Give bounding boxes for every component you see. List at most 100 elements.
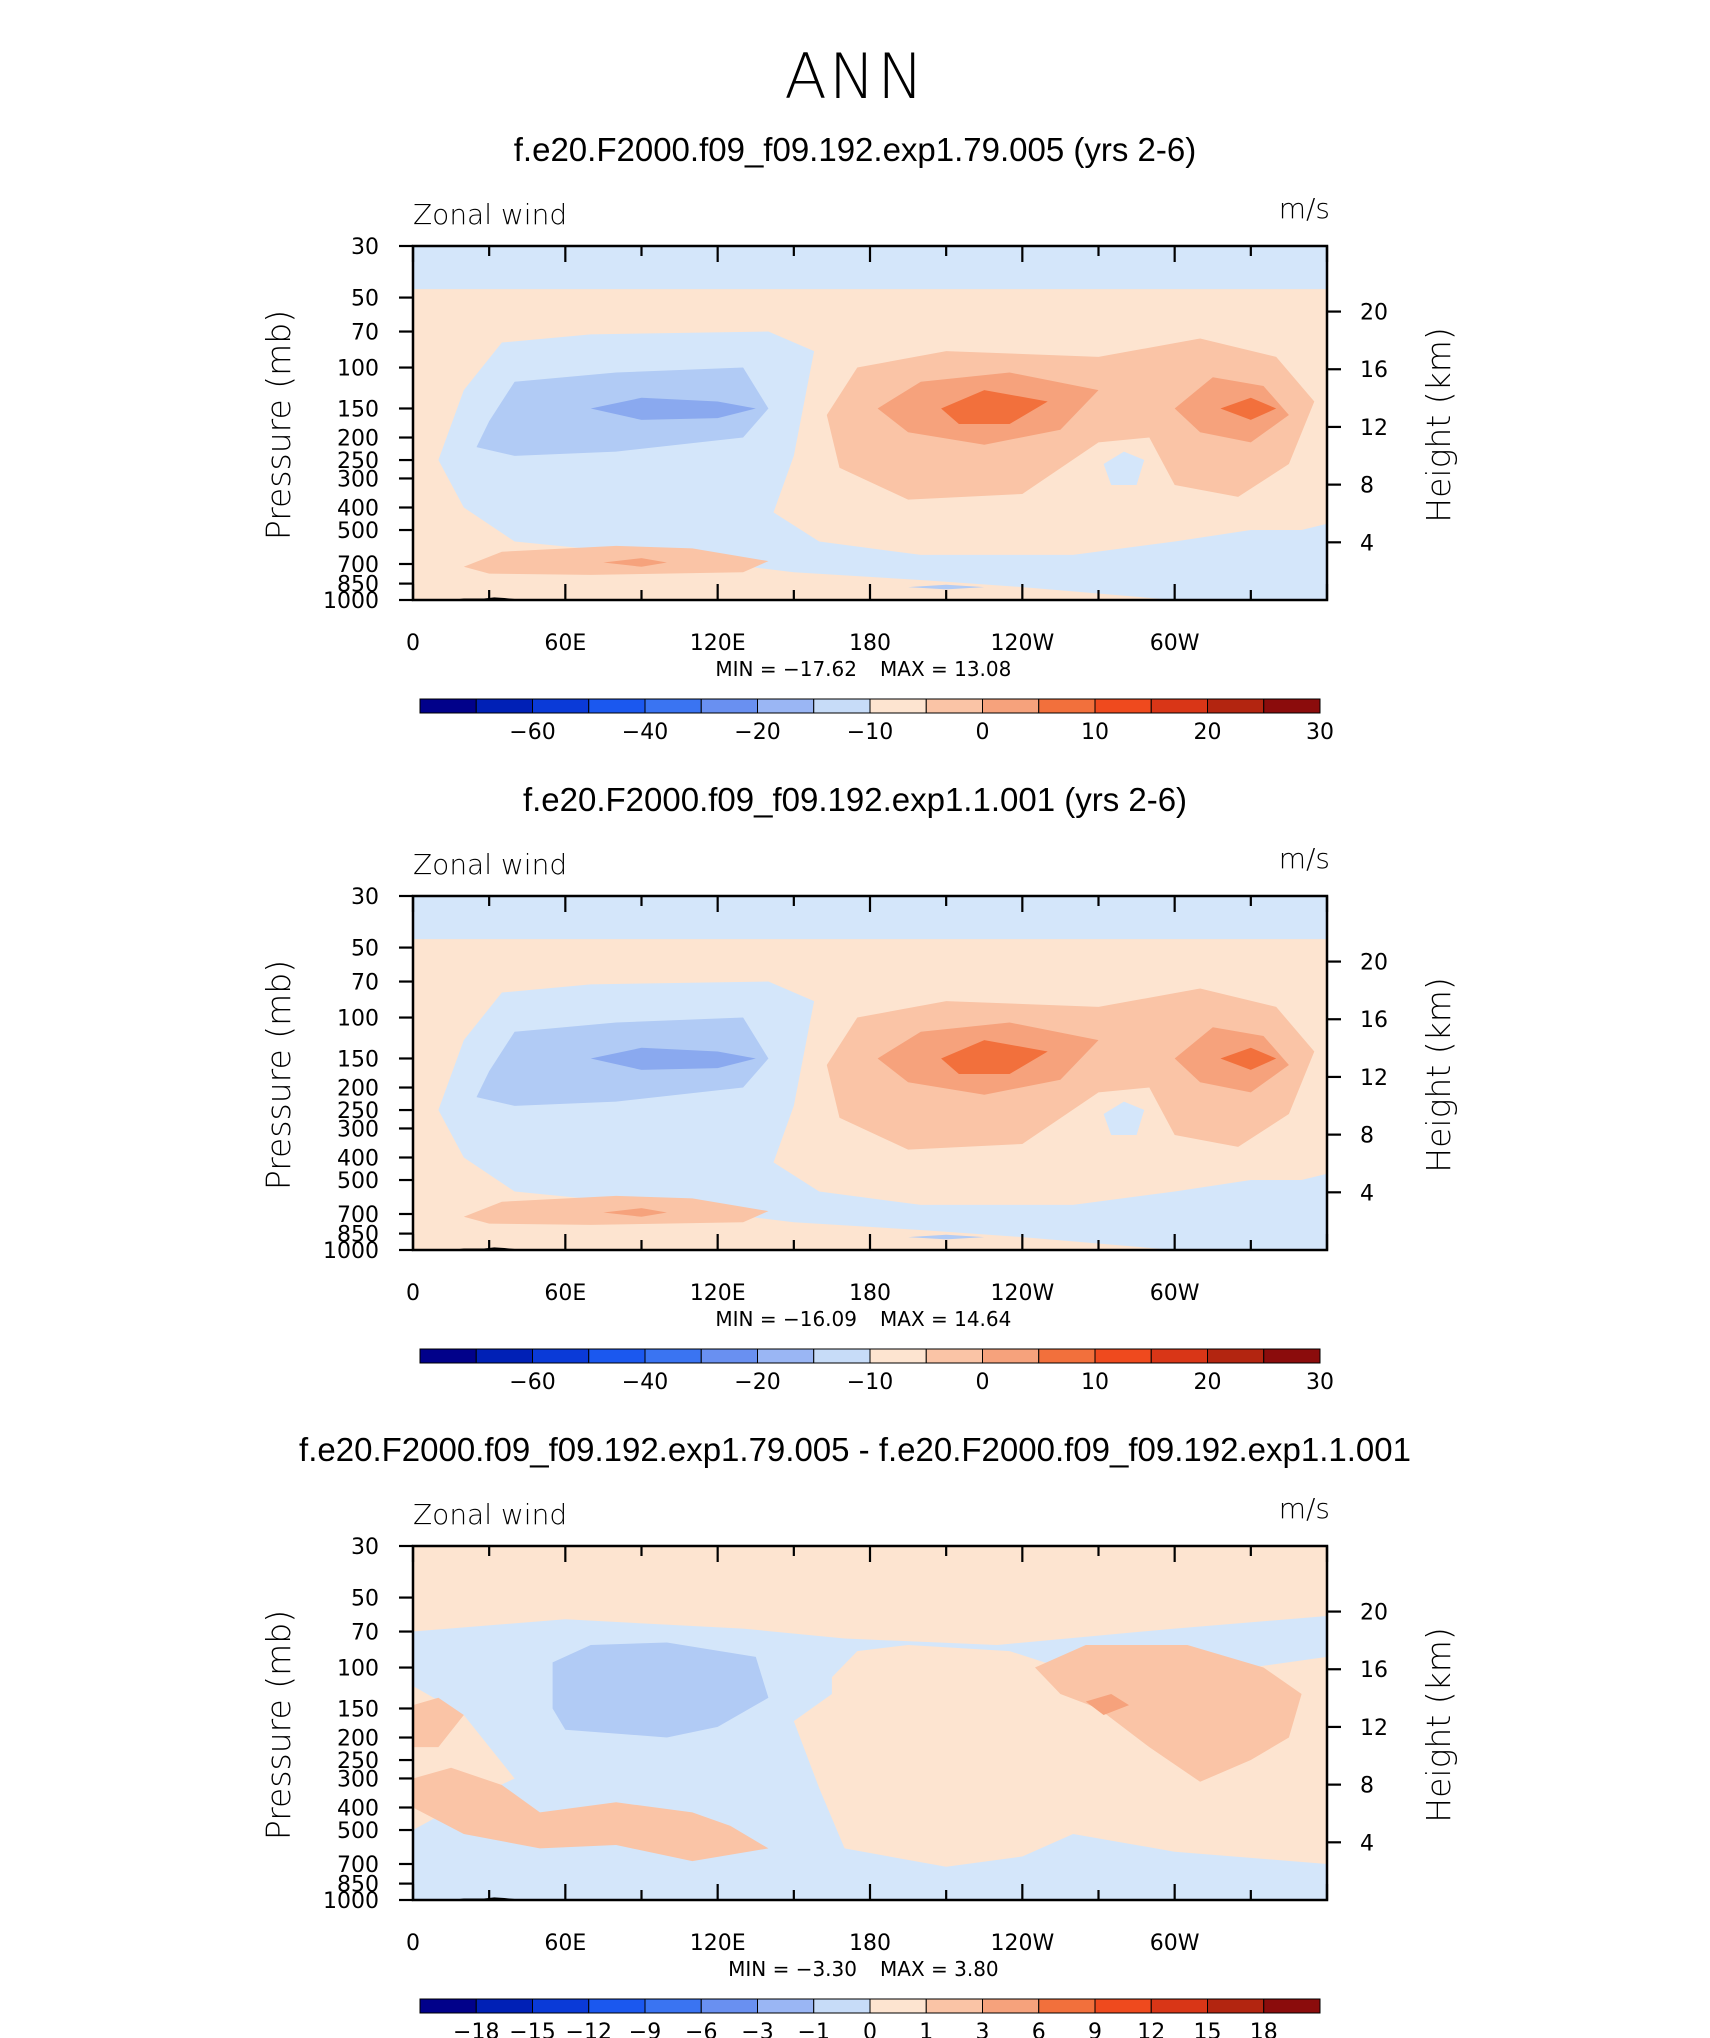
y-tick-label: 50 xyxy=(351,287,379,312)
y-tick-label: 400 xyxy=(337,496,379,521)
colorbar-label: −6 xyxy=(685,2020,717,2038)
x-tick-label: 120E xyxy=(690,1931,746,1956)
colorbar-box xyxy=(644,1348,702,1364)
colorbar-box xyxy=(1094,698,1152,714)
y-right-tick-label: 4 xyxy=(1360,1831,1374,1856)
y-right-tick-label: 20 xyxy=(1360,301,1388,326)
x-tick-label: 120E xyxy=(690,631,746,656)
y-axis-title-right: Height (km) xyxy=(1419,977,1458,1172)
y-axis-title: Pressure (mb) xyxy=(259,960,298,1190)
y-tick-label: 150 xyxy=(337,1697,379,1722)
units-label: m/s xyxy=(1279,192,1330,225)
x-tick-label: 60W xyxy=(1150,631,1200,656)
contour-fill-negative-core xyxy=(552,1642,769,1738)
colorbar-label: −20 xyxy=(734,720,780,745)
field-label: Zonal wind xyxy=(413,198,567,231)
colorbar-box xyxy=(1038,1998,1096,2014)
contour-fill-westerly-max xyxy=(941,1040,1048,1074)
colorbar-box xyxy=(700,1348,758,1364)
colorbar-box xyxy=(1263,1348,1321,1364)
contour-fill-lowlevel-core xyxy=(603,1208,667,1217)
y-tick-label: 700 xyxy=(337,1203,379,1228)
x-tick-label: 120W xyxy=(990,1281,1054,1306)
min-value-label: MIN = −16.09 xyxy=(715,1307,857,1331)
contour-fill-easterly-max xyxy=(590,397,756,420)
y-axis-title-right: Height (km) xyxy=(1419,327,1458,522)
colorbar-label: −40 xyxy=(622,1370,668,1395)
colorbar-box xyxy=(588,698,646,714)
colorbar-box xyxy=(532,1998,590,2014)
colorbar-box xyxy=(1150,1998,1208,2014)
y-tick-label: 70 xyxy=(351,971,379,996)
colorbar-box xyxy=(419,1348,477,1364)
colorbar-box xyxy=(925,1998,983,2014)
colorbar-box xyxy=(1207,698,1265,714)
colorbar-label: 1 xyxy=(919,2020,933,2038)
y-right-tick-label: 4 xyxy=(1360,531,1374,556)
x-tick-label: 120W xyxy=(990,631,1054,656)
y-tick-label: 1000 xyxy=(323,1239,379,1264)
y-axis-title: Pressure (mb) xyxy=(259,1610,298,1840)
colorbar-box xyxy=(475,1348,533,1364)
colorbar-label: −60 xyxy=(509,720,555,745)
colorbar-box xyxy=(757,1998,815,2014)
y-right-tick-label: 20 xyxy=(1360,1601,1388,1626)
min-value-label: MIN = −17.62 xyxy=(715,657,857,681)
y-tick-label: 250 xyxy=(337,449,379,474)
y-tick-label: 400 xyxy=(337,1146,379,1171)
contour-fill-surface-easterly xyxy=(908,1234,985,1240)
y-right-tick-label: 12 xyxy=(1360,416,1388,441)
y-tick-label: 300 xyxy=(337,1117,379,1142)
y-tick-label: 500 xyxy=(337,1819,379,1844)
y-right-tick-label: 12 xyxy=(1360,1716,1388,1741)
colorbar-box xyxy=(1094,1348,1152,1364)
contour-fill-westerly-max xyxy=(941,390,1048,424)
x-tick-label: 0 xyxy=(406,1931,420,1956)
y-tick-label: 250 xyxy=(337,1099,379,1124)
x-tick-label: 0 xyxy=(406,631,420,656)
colorbar-box xyxy=(419,1998,477,2014)
colorbar: −18 −15 −12 −9 −6 −3 −1 0 1 3 6 9 12 15 18 xyxy=(419,1998,1321,2038)
colorbar-box xyxy=(475,698,533,714)
y-tick-label: 700 xyxy=(337,553,379,578)
contour-fill-lowlevel-core xyxy=(603,558,667,567)
y-tick-label: 150 xyxy=(337,1047,379,1072)
contour-fill-positive-west xyxy=(413,1697,464,1748)
colorbar-label: −3 xyxy=(741,2020,773,2038)
contour-fill-lowlevel-westerly xyxy=(463,545,769,575)
x-tick-label: 0 xyxy=(406,1281,420,1306)
panel-3-plot: 0 60E 120E 180 120W 60W3050701001502002503004… xyxy=(259,1492,1458,2038)
contour-field xyxy=(413,246,1327,600)
colorbar-label: −15 xyxy=(509,2020,555,2038)
colorbar-label: 3 xyxy=(976,2020,990,2038)
colorbar-box xyxy=(644,698,702,714)
colorbar-box xyxy=(925,698,983,714)
colorbar-box xyxy=(1150,698,1208,714)
panel-3-title: f.e20.F2000.f09_f09.192.exp1.79.005 - f.… xyxy=(299,1431,1411,1468)
colorbar-label: 10 xyxy=(1081,720,1109,745)
units-label: m/s xyxy=(1279,842,1330,875)
y-right-tick-label: 16 xyxy=(1360,1008,1388,1033)
y-tick-label: 1000 xyxy=(323,589,379,614)
contour-fill-positive-core xyxy=(1085,1694,1129,1715)
panel-2-title: f.e20.F2000.f09_f09.192.exp1.1.001 (yrs … xyxy=(522,781,1188,818)
contour-fill-surface-easterly xyxy=(908,584,985,590)
contour-fill-positive-anomaly xyxy=(1035,1645,1302,1782)
contour-field xyxy=(413,896,1327,1250)
colorbar-box xyxy=(757,1348,815,1364)
x-tick-label: 180 xyxy=(849,631,891,656)
x-tick-label: 60W xyxy=(1150,1281,1200,1306)
colorbar-label: −12 xyxy=(566,2020,612,2038)
max-value-label: MAX = 14.64 xyxy=(880,1307,1011,1331)
colorbar-box xyxy=(700,1998,758,2014)
y-tick-label: 500 xyxy=(337,1169,379,1194)
y-right-tick-label: 8 xyxy=(1360,474,1374,499)
contour-field xyxy=(413,1546,1327,1900)
colorbar-box xyxy=(588,1348,646,1364)
contour-fill-small-easterly xyxy=(1103,451,1145,485)
y-tick-label: 50 xyxy=(351,1587,379,1612)
y-right-tick-label: 16 xyxy=(1360,1658,1388,1683)
colorbar-label: 30 xyxy=(1306,720,1334,745)
colorbar-label: −20 xyxy=(734,1370,780,1395)
